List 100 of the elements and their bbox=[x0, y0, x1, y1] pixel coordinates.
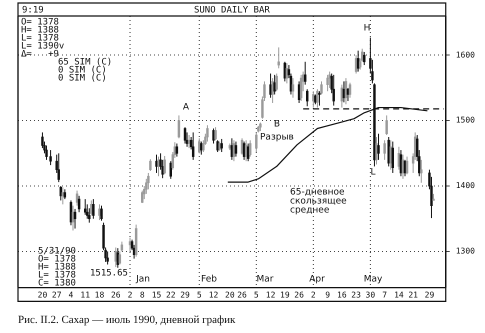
candlestick bbox=[332, 74, 335, 106]
candlestick bbox=[192, 132, 194, 160]
text: 9:19 bbox=[22, 5, 44, 16]
x-tick-label: 16 bbox=[337, 290, 347, 300]
y-tick-label: 1400 bbox=[456, 181, 476, 190]
annotation: May bbox=[364, 274, 383, 285]
x-tick-label: 8 bbox=[140, 290, 145, 300]
x-tick-label: 2 bbox=[128, 290, 133, 300]
candlestick bbox=[64, 188, 66, 200]
candlestick bbox=[220, 138, 223, 153]
y-tick-label: 1300 bbox=[456, 246, 476, 256]
candlestick bbox=[60, 186, 62, 201]
x-tick-label: 26 bbox=[110, 290, 121, 300]
annotation: 5/31/90 O= 1378 H= 1388 L= 1378 C= 1380 bbox=[38, 246, 76, 289]
x-tick-label: 15 bbox=[152, 290, 162, 300]
candlestick bbox=[340, 84, 344, 108]
candlestick bbox=[346, 87, 350, 102]
x-tick-label: 20 bbox=[225, 290, 235, 300]
candlestick bbox=[406, 156, 408, 175]
x-tick-label: 11 bbox=[80, 290, 90, 300]
annotation: Mar bbox=[256, 274, 274, 285]
x-tick-label: 21 bbox=[408, 290, 418, 300]
x-tick-label: 22 bbox=[166, 290, 176, 300]
candlestick bbox=[106, 250, 109, 266]
x-tick-label: 9 bbox=[325, 290, 330, 300]
x-tick-label: 30 bbox=[366, 290, 376, 300]
candlestick bbox=[363, 51, 366, 66]
candlestick bbox=[78, 195, 80, 213]
candlestick bbox=[326, 74, 329, 92]
candlestick bbox=[76, 190, 78, 206]
x-tick-label: 20 bbox=[38, 290, 48, 300]
candlestick bbox=[92, 198, 95, 220]
x-tick-label: 19 bbox=[280, 290, 290, 300]
annotation: Разрыв bbox=[260, 132, 294, 142]
candlestick bbox=[356, 50, 360, 72]
candlestick bbox=[149, 158, 152, 172]
candlestick bbox=[392, 141, 394, 174]
x-tick-label: 26 bbox=[294, 290, 304, 300]
x-tick-label: 7 bbox=[382, 290, 388, 300]
candlestick bbox=[176, 143, 178, 158]
candlestick bbox=[198, 138, 201, 154]
candlestick bbox=[383, 140, 386, 160]
candlestick bbox=[255, 132, 258, 153]
candlestick bbox=[98, 204, 101, 221]
candlestick bbox=[385, 114, 388, 136]
annotation: H bbox=[364, 23, 370, 34]
candlestick bbox=[49, 150, 52, 166]
annotation: Feb bbox=[201, 274, 218, 285]
candlestick bbox=[206, 124, 209, 142]
text: Рис. II.2. Сахар — июль 1990, дневной график bbox=[18, 314, 236, 326]
candlestick bbox=[147, 172, 150, 190]
y-tick-label: 1600 bbox=[456, 50, 476, 60]
x-tick-label: 29 bbox=[180, 290, 190, 300]
candlestick bbox=[271, 78, 274, 104]
candlestick bbox=[318, 90, 321, 106]
x-tick-label: 12 bbox=[266, 290, 276, 300]
x-tick-label: 4 bbox=[68, 290, 74, 300]
candlestick bbox=[74, 208, 76, 230]
candlestick bbox=[84, 198, 86, 216]
annotation: B bbox=[274, 119, 280, 130]
candlestick bbox=[292, 78, 294, 98]
x-tick-label: 12 bbox=[208, 290, 219, 300]
x-tick-label: 27 bbox=[52, 290, 62, 300]
candlestick bbox=[234, 141, 238, 158]
candlestick bbox=[216, 140, 219, 153]
candlestick bbox=[344, 78, 348, 105]
candlestick bbox=[70, 200, 72, 226]
x-tick-label: 2 bbox=[310, 290, 316, 300]
candlestick bbox=[328, 71, 331, 88]
candlestick bbox=[232, 140, 236, 162]
annotation: Jan bbox=[135, 274, 150, 285]
x-tick-label: 14 bbox=[394, 290, 404, 300]
candlestick bbox=[214, 126, 217, 141]
candlestick bbox=[304, 61, 306, 86]
candlestick bbox=[58, 152, 60, 183]
candlestick bbox=[402, 154, 404, 180]
candlestick bbox=[248, 140, 252, 158]
x-tick-label: 23 bbox=[351, 290, 362, 300]
candlestick bbox=[178, 114, 180, 139]
annotation: Apr bbox=[309, 274, 326, 285]
candlestick bbox=[120, 241, 124, 252]
candlestick bbox=[141, 190, 144, 204]
candlestick bbox=[275, 73, 278, 92]
candlestick bbox=[306, 88, 308, 107]
candlestick bbox=[88, 208, 91, 224]
x-tick-label: 5 bbox=[254, 290, 259, 300]
chart-title: SUNO DAILY BAR bbox=[194, 5, 270, 16]
candlestick bbox=[277, 46, 280, 69]
candlestick bbox=[420, 159, 423, 184]
annotation: 65 SIM (C) 0 SIM (C) 0 SIM (C) bbox=[58, 57, 112, 84]
x-tick-label: 26 bbox=[237, 290, 248, 300]
y-tick-label: 1500 bbox=[456, 116, 476, 125]
candlestick bbox=[300, 74, 302, 102]
annotation: L bbox=[370, 167, 376, 178]
annotation: 1515.65 bbox=[90, 268, 128, 278]
candlestick bbox=[118, 250, 122, 266]
candlestick bbox=[184, 126, 186, 144]
annotation: A bbox=[182, 102, 190, 112]
annotation: 65-дневное скользящее среднее bbox=[290, 187, 348, 216]
x-tick-label: 5 bbox=[196, 290, 202, 300]
